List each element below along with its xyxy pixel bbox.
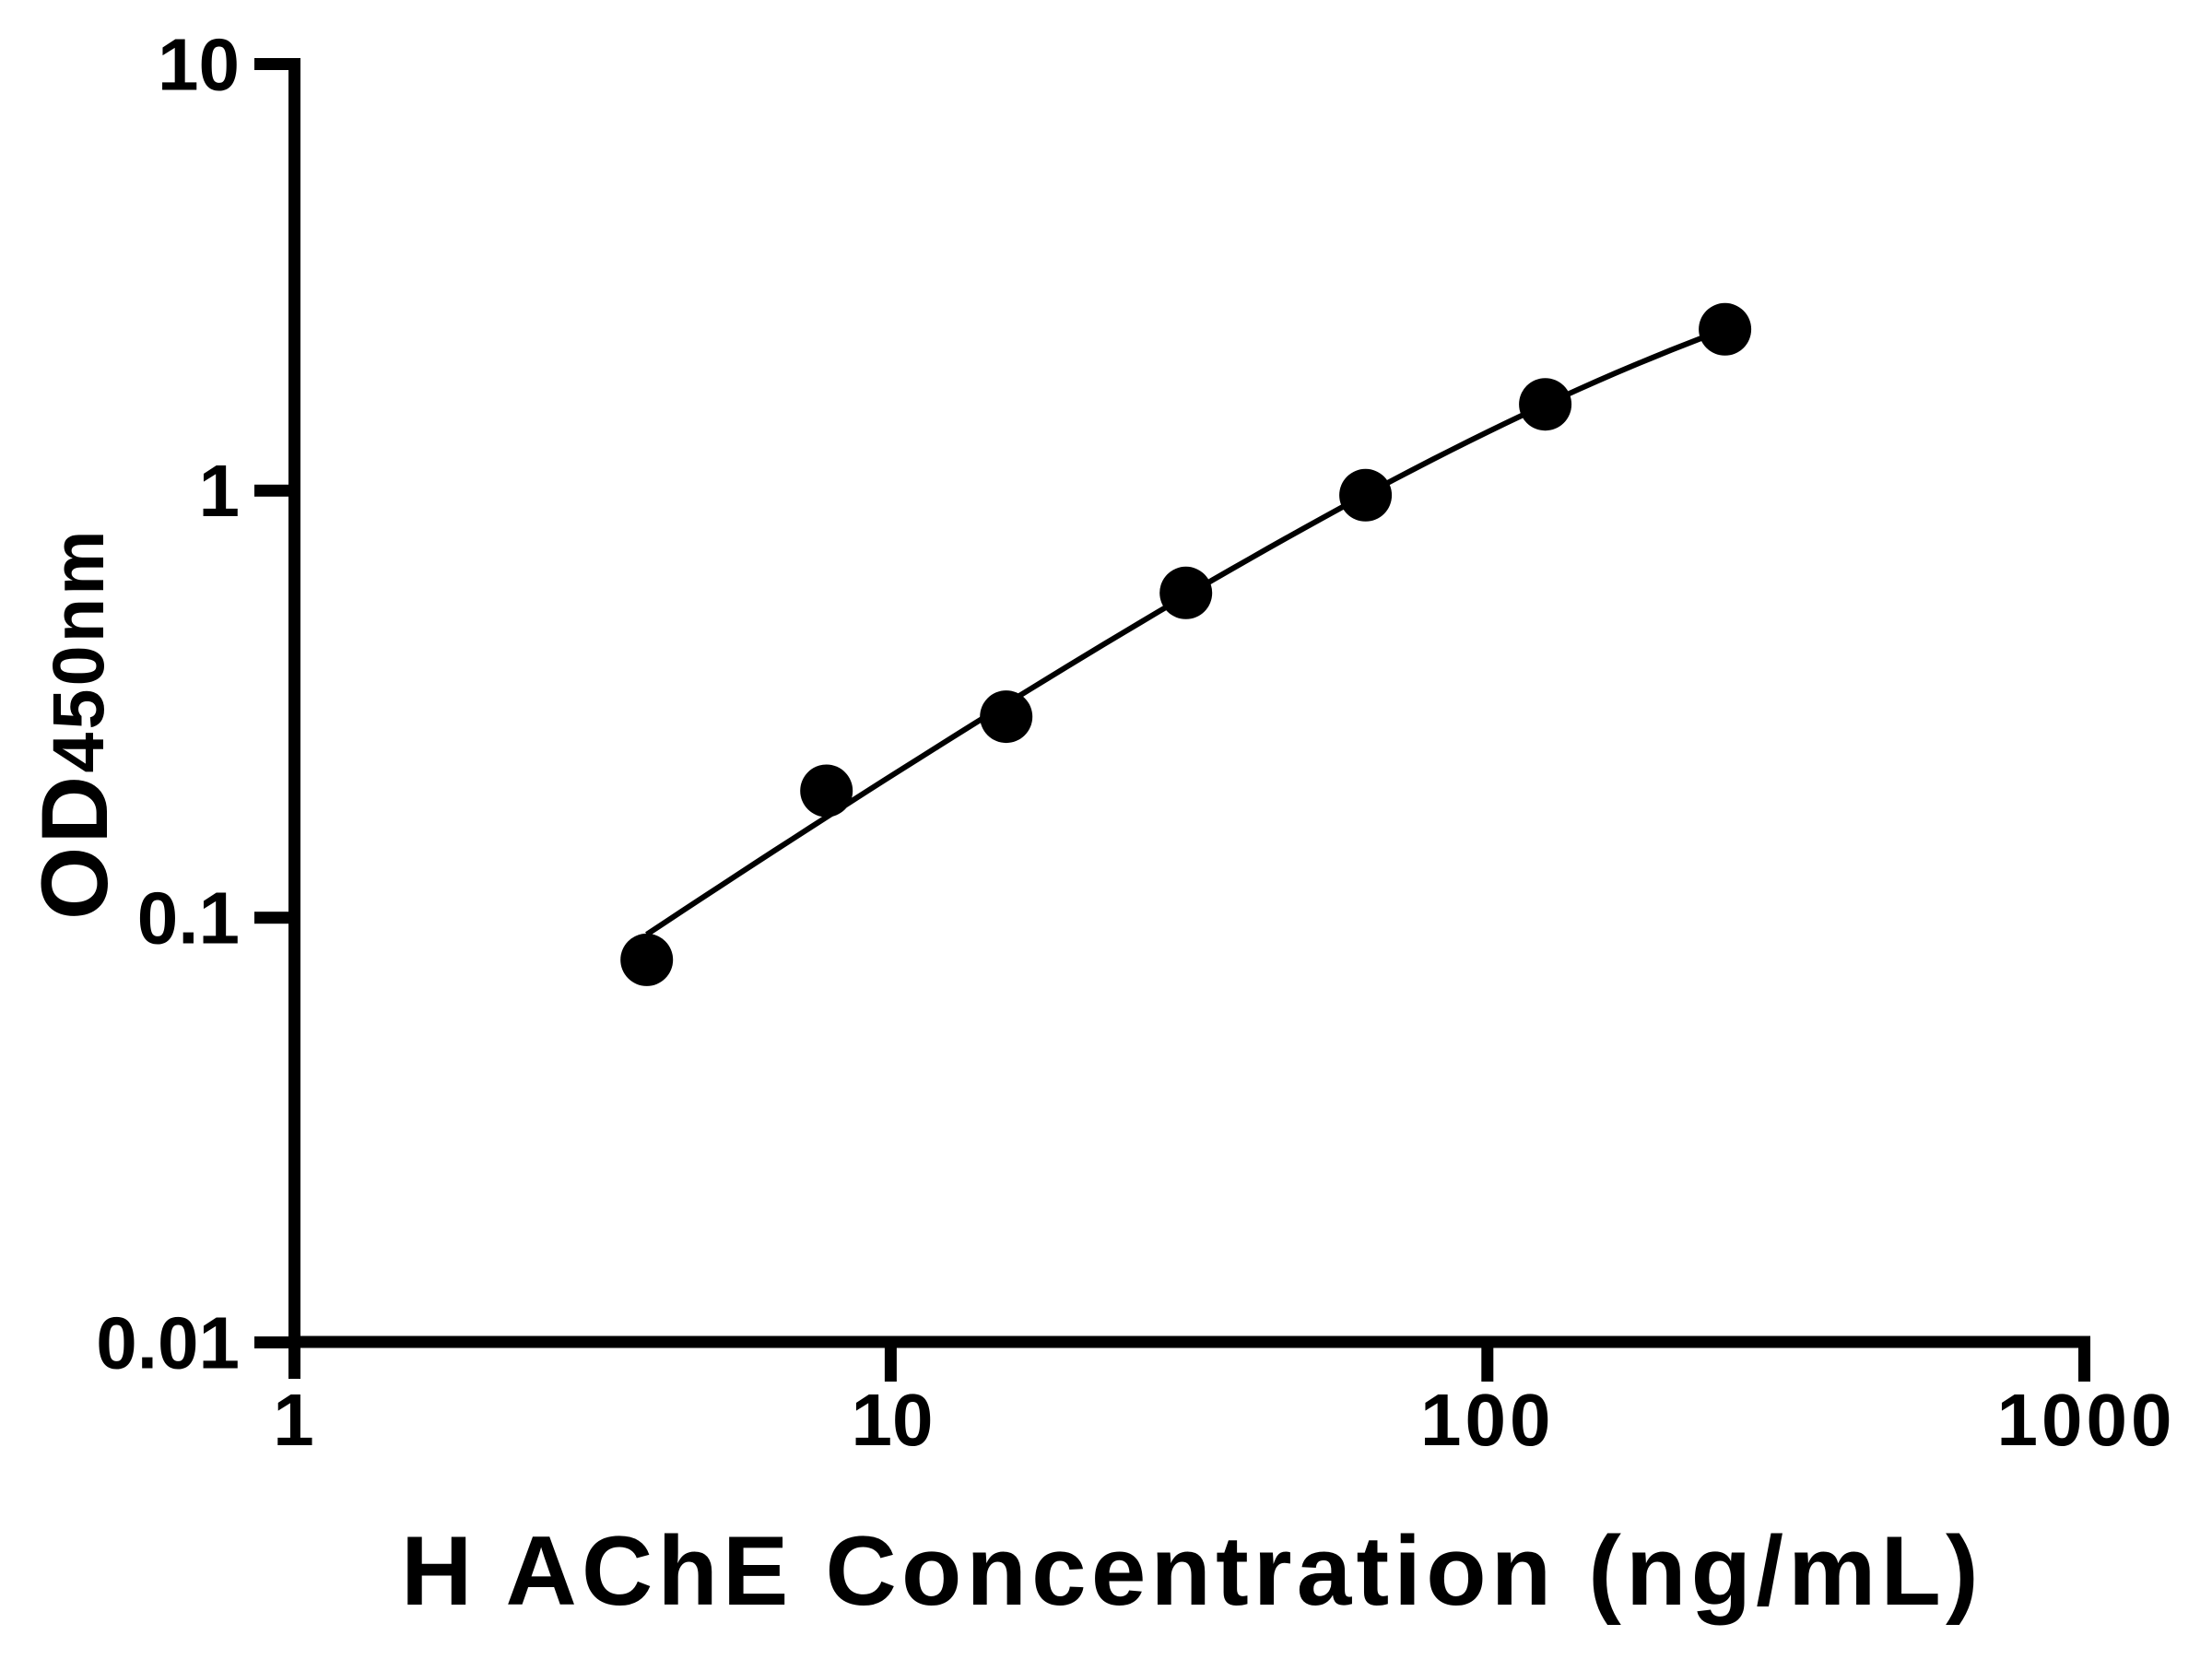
svg-text:1: 1 — [199, 450, 241, 532]
svg-text:1: 1 — [273, 1379, 314, 1461]
svg-text:10: 10 — [158, 24, 240, 106]
svg-text:OD450nm: OD450nm — [22, 527, 127, 920]
svg-text:100: 100 — [1420, 1379, 1554, 1461]
svg-text:1000: 1000 — [1997, 1379, 2176, 1461]
svg-text:0.1: 0.1 — [137, 877, 240, 959]
svg-text:10: 10 — [852, 1379, 934, 1461]
svg-text:0.01: 0.01 — [96, 1302, 240, 1384]
svg-text:H AChE Concentration (ng/mL): H AChE Concentration (ng/mL) — [401, 1515, 1983, 1626]
